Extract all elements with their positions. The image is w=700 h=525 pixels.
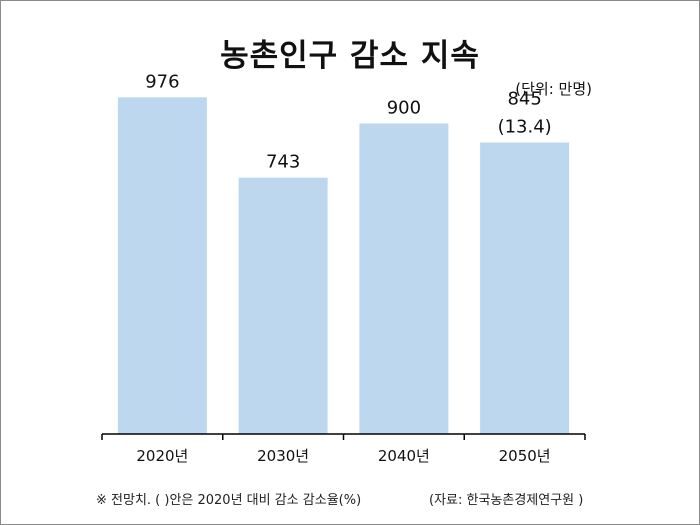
x-tick-label: 2040년	[378, 447, 430, 465]
unit-note: (단위: 만명)	[515, 80, 592, 98]
source-note: (자료: 한국농촌경제연구원 )	[429, 493, 584, 508]
bar	[117, 97, 207, 434]
data-label: 900	[387, 98, 421, 119]
bar	[480, 142, 570, 434]
bar	[238, 177, 328, 435]
x-tick-label: 2050년	[499, 447, 551, 465]
data-label: 976	[145, 71, 179, 92]
chart-title: 농촌인구 감소 지속	[220, 38, 480, 74]
data-label: 845	[507, 88, 541, 109]
x-tick-label: 2020년	[136, 447, 188, 465]
bar	[359, 123, 449, 434]
footnote: ※ 전망치. ( )안은 2020년 대비 감소 감소율(%)	[96, 493, 362, 508]
x-tick-label: 2030년	[257, 447, 309, 465]
data-label: 743	[266, 152, 300, 173]
data-sub-label: (13.4)	[498, 116, 552, 137]
